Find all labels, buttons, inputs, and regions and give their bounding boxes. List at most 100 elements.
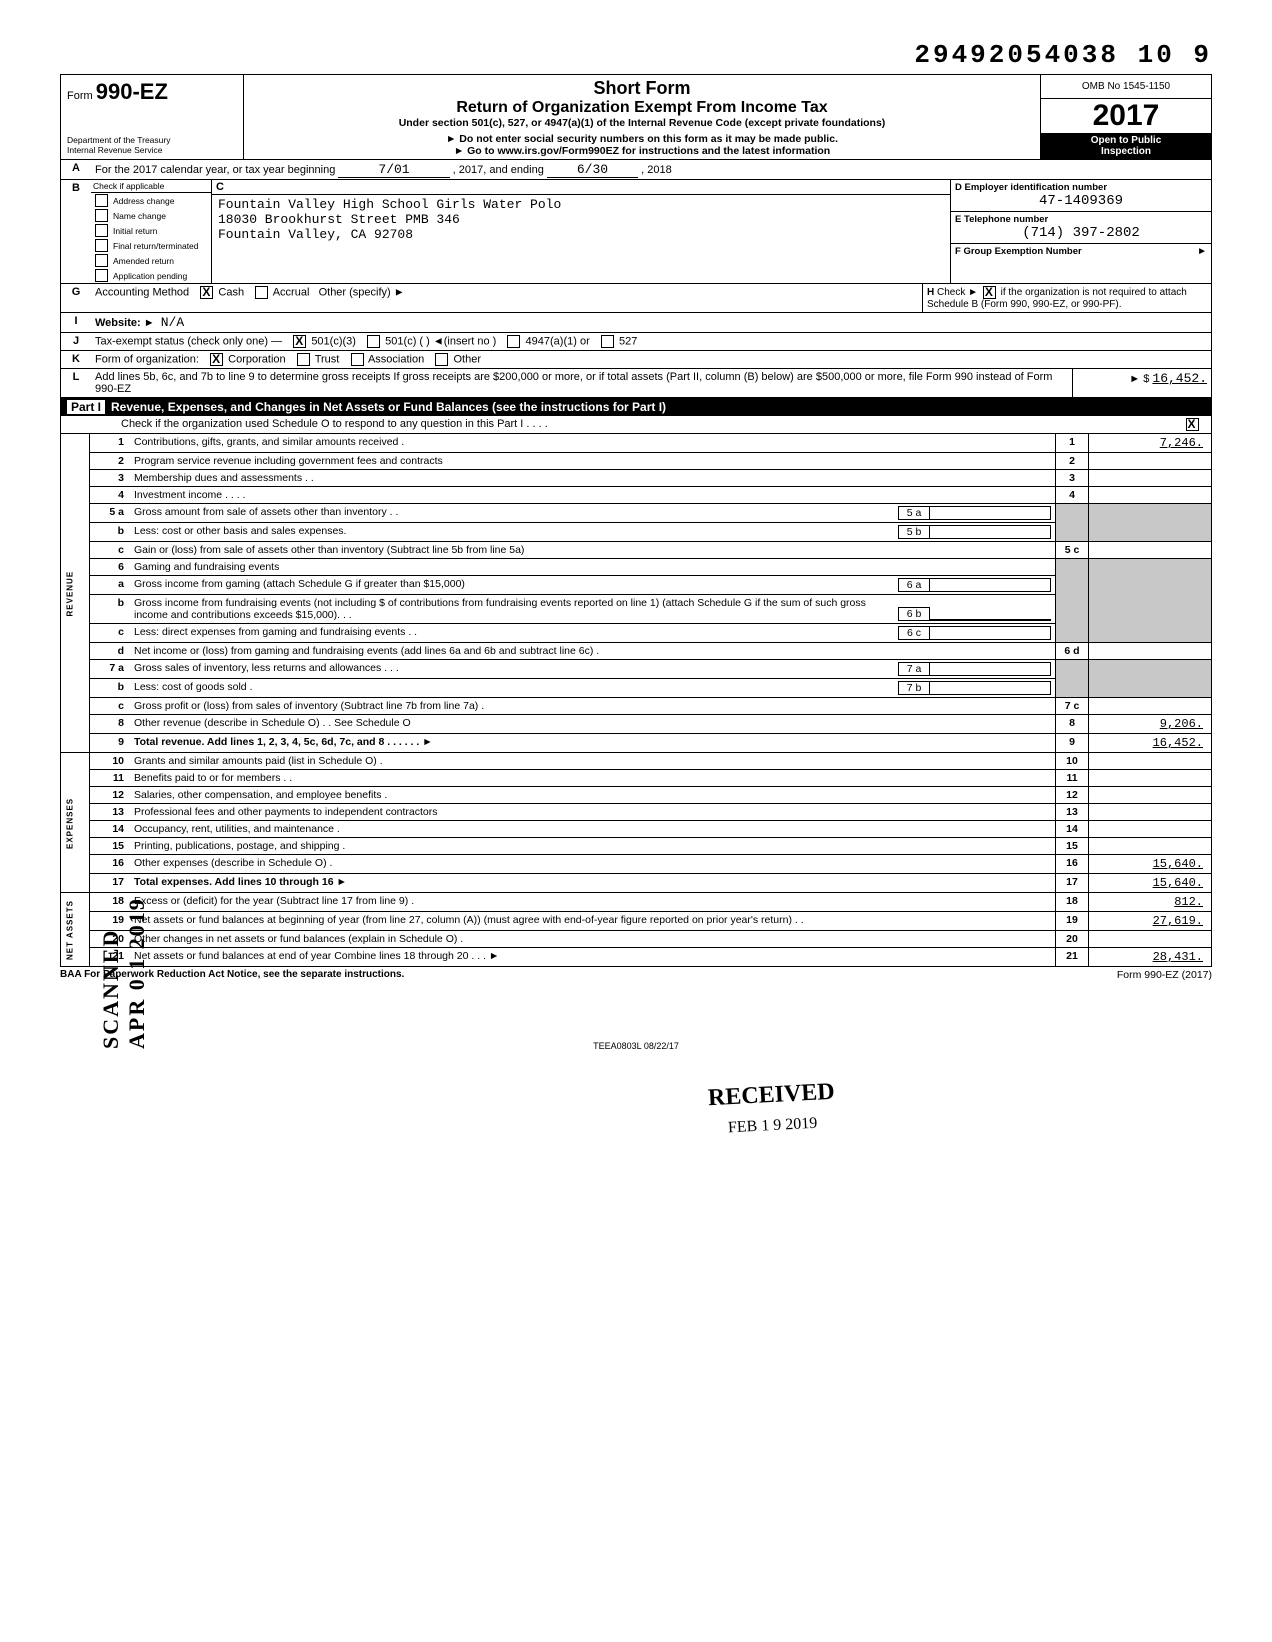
- table-row: cGross profit or (loss) from sales of in…: [61, 698, 1212, 715]
- line-a: A For the 2017 calendar year, or tax yea…: [60, 160, 1212, 180]
- checkbox-initial-return[interactable]: Initial return: [91, 223, 211, 238]
- line-16-amount: 15,640.: [1089, 855, 1212, 874]
- instructions-url: ► Go to www.irs.gov/Form990EZ for instru…: [248, 145, 1036, 157]
- checkbox-501c3[interactable]: [293, 335, 306, 348]
- line-8-amount: 9,206.: [1089, 715, 1212, 734]
- checkbox-accrual[interactable]: [255, 286, 268, 299]
- checkbox-trust[interactable]: [297, 353, 310, 366]
- stamp-received: RECEIVED: [699, 1076, 843, 1114]
- line-1-num: 1: [90, 434, 131, 453]
- checkbox-cash[interactable]: [200, 286, 213, 299]
- gross-receipts-amount: 16,452.: [1152, 371, 1207, 386]
- group-exemption-arrow: ►: [1197, 246, 1207, 257]
- part-1-heading: Revenue, Expenses, and Changes in Net As…: [111, 400, 666, 414]
- tax-year-begin[interactable]: 7/01: [338, 162, 449, 178]
- checkbox-final-return[interactable]: Final return/terminated: [91, 238, 211, 253]
- open-to-public-badge: Open to PublicInspection: [1041, 133, 1211, 159]
- part-1-table: REVENUE 1Contributions, gifts, grants, a…: [60, 434, 1212, 967]
- label-other-method: Other (specify) ►: [319, 286, 405, 298]
- table-row: 2Program service revenue including gover…: [61, 453, 1212, 470]
- side-label-net-assets: NET ASSETS: [61, 893, 90, 967]
- checkbox-4947[interactable]: [507, 335, 520, 348]
- side-label-expenses: EXPENSES: [61, 753, 90, 893]
- table-row: dNet income or (loss) from gaming and fu…: [61, 643, 1212, 660]
- line-1-amount: 7,246.: [1089, 434, 1212, 453]
- checkbox-association[interactable]: [351, 353, 364, 366]
- form-number: Form 990-EZ: [67, 79, 237, 105]
- line-i: I Website: ► N/A: [60, 313, 1212, 333]
- line-l: L Add lines 5b, 6c, and 7b to line 9 to …: [60, 369, 1212, 398]
- side-label-revenue: REVENUE: [61, 434, 90, 753]
- line-c-label: C: [216, 181, 224, 193]
- line-j-text: Tax-exempt status (check only one) —: [95, 335, 282, 347]
- footer-right: Form 990-EZ (2017): [1117, 969, 1212, 981]
- schedule-o-text: Check if the organization used Schedule …: [121, 418, 548, 430]
- phone-label: E Telephone number: [955, 214, 1207, 225]
- section-b: B Check if applicable Address change Nam…: [60, 180, 1212, 284]
- checkbox-name-change[interactable]: Name change: [91, 208, 211, 223]
- tax-year: 2017: [1041, 99, 1211, 133]
- label-other-org: Other: [453, 353, 481, 365]
- line-1-refnum: 1: [1056, 434, 1089, 453]
- line-a-mid: , 2017, and ending: [453, 164, 544, 176]
- table-row: 9Total revenue. Add lines 1, 2, 3, 4, 5c…: [61, 734, 1212, 753]
- label-association: Association: [368, 353, 424, 365]
- ein-label: D Employer identification number: [955, 182, 1207, 193]
- part-1-header: Part I Revenue, Expenses, and Changes in…: [60, 398, 1212, 416]
- line-g-text: Accounting Method: [95, 286, 189, 298]
- line-k-label: K: [61, 351, 91, 368]
- line-i-text: Website: ►: [95, 317, 155, 329]
- line-k: K Form of organization: Corporation Trus…: [60, 351, 1212, 369]
- table-row: 19Net assets or fund balances at beginni…: [61, 912, 1212, 931]
- page-footer: BAA For Paperwork Reduction Act Notice, …: [60, 969, 1212, 981]
- table-row: 21Net assets or fund balances at end of …: [61, 948, 1212, 967]
- phone-value: (714) 397-2802: [955, 225, 1207, 241]
- table-row: 17Total expenses. Add lines 10 through 1…: [61, 874, 1212, 893]
- table-row: b Less: cost of goods sold .7 b: [61, 679, 1212, 698]
- group-exemption-label: F Group Exemption Number: [955, 246, 1082, 257]
- checkbox-amended-return[interactable]: Amended return: [91, 253, 211, 268]
- checkbox-other-org[interactable]: [435, 353, 448, 366]
- title-return: Return of Organization Exempt From Incom…: [248, 99, 1036, 117]
- label-501c3: 501(c)(3): [311, 335, 356, 347]
- org-name-address: Fountain Valley High School Girls Water …: [212, 195, 950, 283]
- line-g-label: G: [61, 284, 91, 312]
- label-527: 527: [619, 335, 637, 347]
- line-9-amount: 16,452.: [1089, 734, 1212, 753]
- document-id: 29492054038 10 9: [60, 40, 1212, 70]
- checkbox-527[interactable]: [601, 335, 614, 348]
- line-i-label: I: [61, 313, 91, 332]
- checkbox-application-pending[interactable]: Application pending: [91, 268, 211, 283]
- line-h-text: Check ►: [937, 287, 981, 298]
- table-row: 5 a Gross amount from sale of assets oth…: [61, 504, 1212, 523]
- line-19-amount: 27,619.: [1089, 912, 1212, 931]
- table-row: 15Printing, publications, postage, and s…: [61, 838, 1212, 855]
- ein-value: 47-1409369: [955, 193, 1207, 209]
- line-1-text: Contributions, gifts, grants, and simila…: [130, 434, 1056, 453]
- checkbox-501c[interactable]: [367, 335, 380, 348]
- table-row: EXPENSES 10Grants and similar amounts pa…: [61, 753, 1212, 770]
- checkbox-schedule-o[interactable]: [1186, 418, 1199, 431]
- title-short-form: Short Form: [248, 78, 1036, 99]
- table-row: 3Membership dues and assessments . .3: [61, 470, 1212, 487]
- table-row: c Less: direct expenses from gaming and …: [61, 624, 1212, 643]
- table-row: NET ASSETS 18Excess or (deficit) for the…: [61, 893, 1212, 912]
- footer-code: TEEA0803L 08/22/17: [60, 1041, 1212, 1051]
- label-501c: 501(c) ( ) ◄(insert no ): [385, 335, 496, 347]
- table-row: 20Other changes in net assets or fund ba…: [61, 931, 1212, 948]
- table-row: b Gross income from fundraising events (…: [61, 595, 1212, 624]
- table-row: 13Professional fees and other payments t…: [61, 804, 1212, 821]
- line-17-amount: 15,640.: [1089, 874, 1212, 893]
- line-a-end-year: , 2018: [641, 164, 672, 176]
- line-j: J Tax-exempt status (check only one) — 5…: [60, 333, 1212, 351]
- checkbox-corporation[interactable]: [210, 353, 223, 366]
- checkbox-address-change[interactable]: Address change: [91, 193, 211, 208]
- table-row: a Gross income from gaming (attach Sched…: [61, 576, 1212, 595]
- table-row: 11Benefits paid to or for members . .11: [61, 770, 1212, 787]
- tax-year-end[interactable]: 6/30: [547, 162, 638, 178]
- label-accrual: Accrual: [273, 286, 310, 298]
- table-row: 7 a Gross sales of inventory, less retur…: [61, 660, 1212, 679]
- label-cash: Cash: [218, 286, 244, 298]
- checkbox-schedule-b[interactable]: [983, 286, 996, 299]
- table-row: b Less: cost or other basis and sales ex…: [61, 523, 1212, 542]
